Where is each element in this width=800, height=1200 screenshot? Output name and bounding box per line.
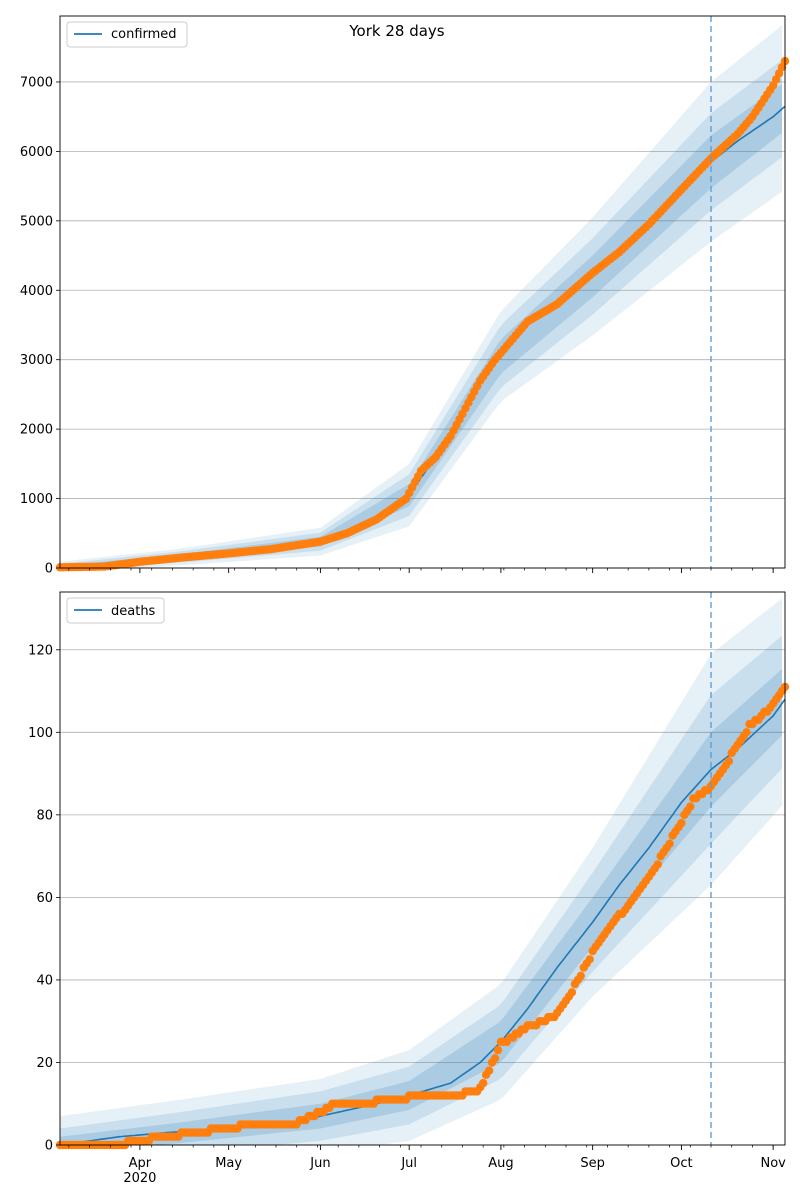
observed-point [479, 1078, 488, 1088]
x-tick-label: Sep [580, 1156, 605, 1171]
y-tick-label: 5000 [20, 214, 53, 229]
y-tick-label: 20 [36, 1056, 53, 1071]
axes-frame [59, 591, 786, 1146]
x-tick-label: Jul [400, 1156, 417, 1171]
y-tick-label: 2000 [20, 423, 53, 438]
observed-point [576, 971, 585, 980]
deaths-observed-points [55, 682, 790, 1150]
x-tick-label: May [215, 1156, 242, 1171]
x-tick-label: Jun [309, 1156, 330, 1171]
y-tick-label: 100 [28, 726, 53, 741]
y-tick-label: 3000 [20, 353, 53, 368]
y-tick-label: 1000 [20, 492, 53, 507]
observed-point [493, 1045, 503, 1055]
observed-point [653, 860, 662, 869]
confirmed-legend: confirmed [66, 21, 188, 48]
confirmed-legend-label: confirmed [111, 27, 177, 42]
y-tick-label: 7000 [20, 75, 53, 90]
observed-point [677, 818, 686, 828]
confirmed-observed-points [55, 56, 790, 572]
deaths-axes: 0 20 40 60 80 100 120 Apr May Jun Jul Aug Sep Oct Nov 2… [28, 591, 786, 1186]
y-tick-label: 4000 [20, 284, 53, 299]
y-tick-label: 120 [28, 643, 53, 658]
observed-point [484, 1066, 494, 1075]
x-tick-label: Oct [670, 1156, 692, 1171]
x-year-label: 2020 [123, 1171, 156, 1186]
observed-point [585, 955, 594, 964]
x-tick-label: Aug [488, 1156, 513, 1171]
observed-point [686, 802, 695, 811]
confirmed-legend-box [66, 21, 188, 48]
x-tick-label: Apr [129, 1156, 152, 1171]
observed-point [567, 988, 577, 997]
observed-point [490, 1054, 500, 1063]
deaths-legend-box [66, 597, 165, 624]
y-tick-label: 6000 [20, 145, 53, 160]
y-tick-label: 60 [36, 891, 53, 906]
y-tick-label: 80 [36, 808, 53, 823]
confirmed-axes: 0 1000 2000 3000 4000 5000 6000 7000 [20, 15, 786, 577]
uncertainty-band [60, 598, 782, 1145]
y-tick-label: 0 [45, 562, 53, 577]
chart-title: York 28 days [348, 22, 444, 40]
confirmed-panel: 0 1000 2000 3000 4000 5000 6000 7000 York 28 da… [20, 15, 790, 577]
deaths-legend: deaths [66, 597, 165, 624]
deaths-panel: 0 20 40 60 80 100 120 Apr May Jun Jul Aug Sep Oct Nov 2… [28, 591, 790, 1186]
deaths-legend-label: deaths [111, 604, 156, 619]
x-tick-label: Nov [760, 1156, 786, 1171]
y-tick-label: 40 [36, 973, 53, 988]
y-tick-label: 0 [45, 1139, 53, 1154]
axes-frame [59, 15, 786, 569]
uncertainty-band [60, 25, 782, 569]
observed-point [724, 757, 733, 766]
observed-point [665, 839, 674, 848]
observed-point [742, 728, 751, 737]
